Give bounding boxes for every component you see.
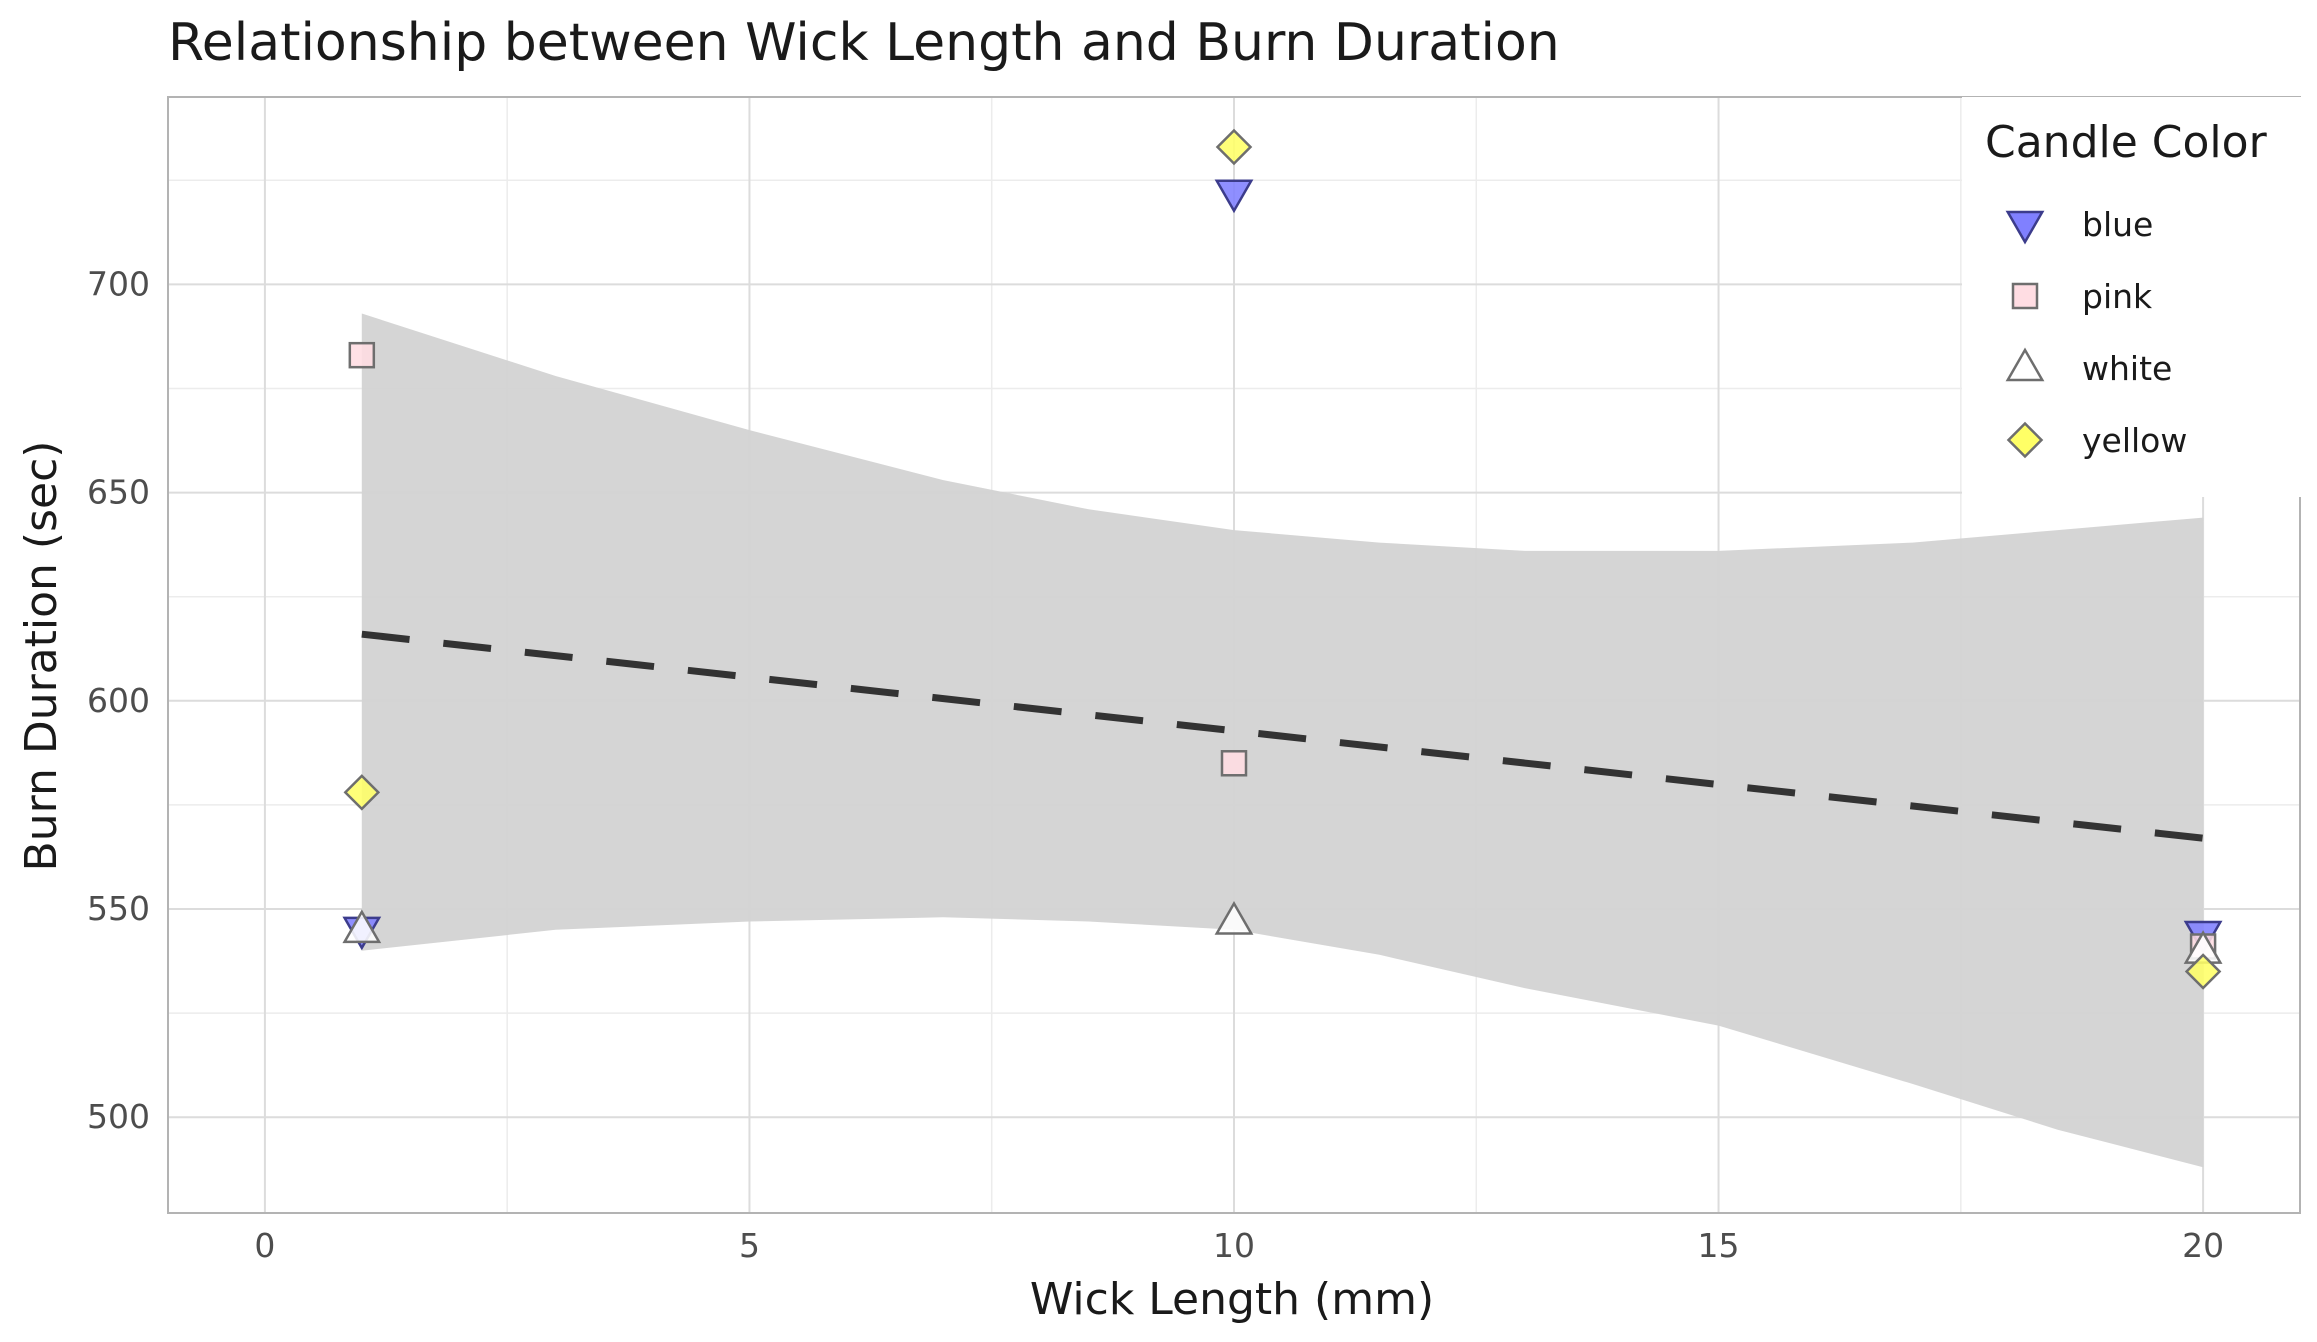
x-tick-label: 15 [1698,1226,1740,1265]
legend-items: blue pink white yellow [2005,205,2187,460]
data-point-yellow [2184,953,2222,990]
confidence-band [361,313,2204,1168]
data-point-yellow [1215,128,1253,166]
data-point-blue [1214,179,1254,214]
legend-label-blue: blue [2082,205,2153,244]
y-tick-label: 550 [87,889,150,928]
legend-label-white: white [2082,349,2172,388]
legend-key-white [2005,347,2045,382]
data-point-yellow [343,774,381,811]
chart-title: Relationship between Wick Length and Bur… [168,13,1560,73]
x-axis-title: Wick Length (mm) [1030,1274,1434,1325]
legend: Candle Color blue pink white yellow [1962,97,2312,497]
trend-line-layer [361,630,2204,842]
legend-key-pink [2011,282,2039,310]
x-tick-label: 0 [254,1226,275,1265]
legend-label-yellow: yellow [2082,421,2187,460]
y-tick-label: 650 [87,473,150,512]
data-point-white [342,909,382,944]
legend-title: Candle Color [1985,117,2268,168]
y-tick-label: 700 [87,264,150,303]
confidence-band-layer [361,313,2204,1168]
x-tick-label: 10 [1213,1226,1255,1265]
data-point-pink [1220,750,1248,777]
legend-key-blue [2005,210,2045,245]
x-tick-label: 20 [2182,1226,2224,1265]
legend-label-pink: pink [2082,277,2153,316]
trend-line [361,630,2204,842]
y-axis-title: Burn Duration (sec) [16,441,67,872]
data-point-pink [348,341,376,369]
legend-key-yellow [2006,421,2044,459]
plot-panel-border [167,96,2301,1214]
data-points-layer [342,128,2223,990]
x-axis-ticks: 0 5 10 15 20 [254,1226,2224,1265]
x-tick-label: 5 [739,1226,760,1265]
y-axis-ticks: 500 550 600 650 700 [87,264,150,1136]
y-tick-label: 600 [87,681,150,720]
data-point-white [1214,900,1254,935]
y-tick-label: 500 [87,1097,150,1136]
